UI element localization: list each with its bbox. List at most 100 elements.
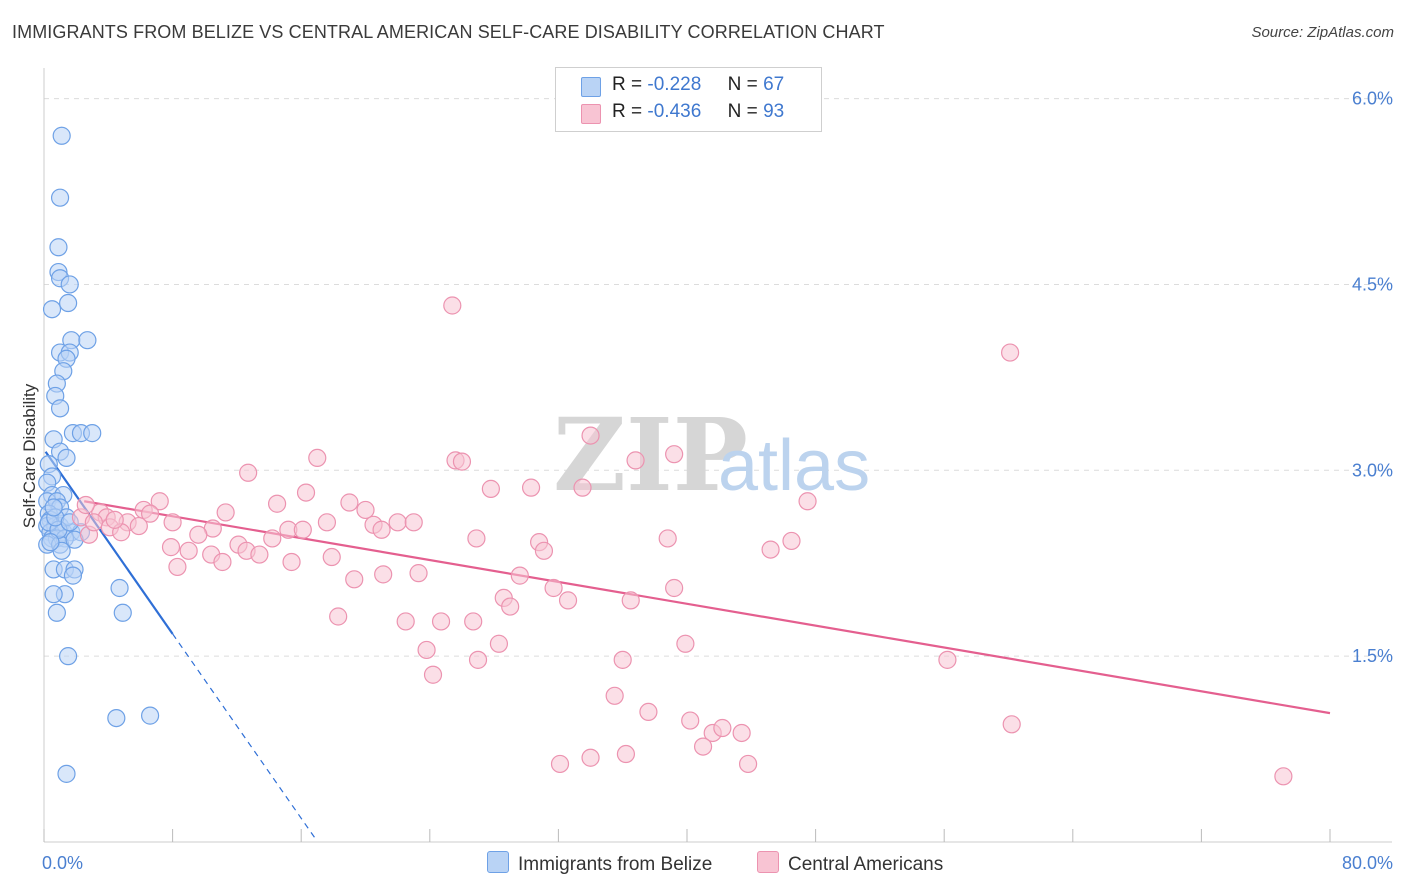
belize-point <box>59 647 78 666</box>
belize-swatch-icon <box>581 77 601 97</box>
central-point <box>621 591 640 610</box>
central-point <box>616 744 636 764</box>
central-point <box>216 503 235 522</box>
central-point <box>605 686 624 705</box>
central-point <box>322 547 341 567</box>
central-point <box>423 665 443 684</box>
belize-point <box>60 275 79 294</box>
central-r-value: -0.436 <box>647 101 702 122</box>
belize-r-value: -0.228 <box>647 74 702 95</box>
y-tick-label: 4.5% <box>1352 274 1393 294</box>
central-point <box>639 702 658 722</box>
central-point <box>282 552 301 572</box>
central-point <box>544 578 563 598</box>
central-point <box>431 612 451 631</box>
axes <box>43 68 1392 843</box>
belize-point <box>41 533 60 552</box>
central-point <box>534 541 554 560</box>
data-points <box>38 126 1293 786</box>
central-point <box>782 531 801 551</box>
legend-belize-label: Immigrants from Belize <box>518 854 713 875</box>
belize-point <box>107 708 126 728</box>
belize-point <box>50 399 70 418</box>
central-point <box>388 513 407 532</box>
central-point <box>550 754 570 774</box>
central-point <box>693 737 713 756</box>
central-point <box>613 650 632 669</box>
central-point <box>409 564 428 583</box>
central-point <box>179 541 198 560</box>
central-point <box>676 634 695 653</box>
central-point <box>105 510 124 529</box>
belize-point <box>140 706 160 725</box>
y-tick-label: 1.5% <box>1352 646 1393 666</box>
belize-point <box>47 603 66 622</box>
gridlines <box>44 98 1392 657</box>
central-point <box>308 448 327 468</box>
central-point <box>267 494 287 513</box>
central-point <box>558 591 578 610</box>
central-point <box>356 500 375 520</box>
watermark-atlas: atlas <box>718 426 870 506</box>
central-point <box>293 520 312 539</box>
belize-point <box>113 603 132 622</box>
x-tick-label: 0.0% <box>42 853 83 873</box>
legend-item-central: Central Americans <box>757 851 943 876</box>
belize-point <box>44 585 63 604</box>
central-point <box>329 607 348 626</box>
belize-point <box>59 293 78 313</box>
chart-source: Source: ZipAtlas.com <box>1251 24 1394 41</box>
legend-central-swatch-icon <box>757 851 779 873</box>
central-point <box>443 296 462 315</box>
central-n-value: 93 <box>763 101 785 122</box>
legend-central-label: Central Americans <box>788 854 944 875</box>
tick-labels: 1.5% 3.0% 4.5% 6.0% 0.0% 80.0% <box>42 89 1393 873</box>
central-point <box>581 748 600 767</box>
central-point <box>168 557 187 577</box>
central-point <box>761 540 780 559</box>
belize-trend-line <box>44 451 174 635</box>
central-point <box>263 529 282 548</box>
central-point <box>501 597 520 616</box>
belize-point <box>44 498 63 517</box>
central-point <box>665 445 684 464</box>
central-point <box>1001 343 1020 362</box>
central-point <box>250 545 269 564</box>
central-point <box>374 565 393 584</box>
central-point <box>417 640 436 660</box>
legend-item-belize: Immigrants from Belize <box>487 851 712 876</box>
x-tick-label: 80.0% <box>1342 853 1393 873</box>
central-point <box>396 612 415 631</box>
central-point <box>681 711 700 730</box>
central-point <box>163 513 182 532</box>
central-point <box>738 754 758 774</box>
central-n-label: N = <box>727 101 758 122</box>
central-point <box>713 718 732 738</box>
chart-title: IMMIGRANTS FROM BELIZE VS CENTRAL AMERIC… <box>12 22 885 42</box>
central-point <box>581 426 600 445</box>
central-point <box>481 479 500 498</box>
belize-point <box>83 424 102 443</box>
belize-point <box>57 448 76 468</box>
central-point <box>467 529 486 548</box>
belize-point <box>57 764 76 783</box>
central-point <box>213 552 232 572</box>
central-point <box>404 513 423 532</box>
belize-r-label: R = <box>612 74 643 95</box>
central-point <box>150 492 169 511</box>
central-point <box>372 520 391 539</box>
central-point <box>340 493 359 512</box>
central-point <box>140 504 160 523</box>
central-point <box>732 723 751 743</box>
central-point <box>464 612 483 631</box>
central-point <box>573 478 592 497</box>
central-point <box>189 525 208 544</box>
belize-point <box>52 126 71 145</box>
central-r-label: R = <box>612 101 643 122</box>
central-point <box>239 463 258 482</box>
central-point <box>161 538 181 557</box>
y-tick-label: 3.0% <box>1352 460 1393 480</box>
belize-point <box>50 188 70 207</box>
central-point <box>510 566 529 585</box>
